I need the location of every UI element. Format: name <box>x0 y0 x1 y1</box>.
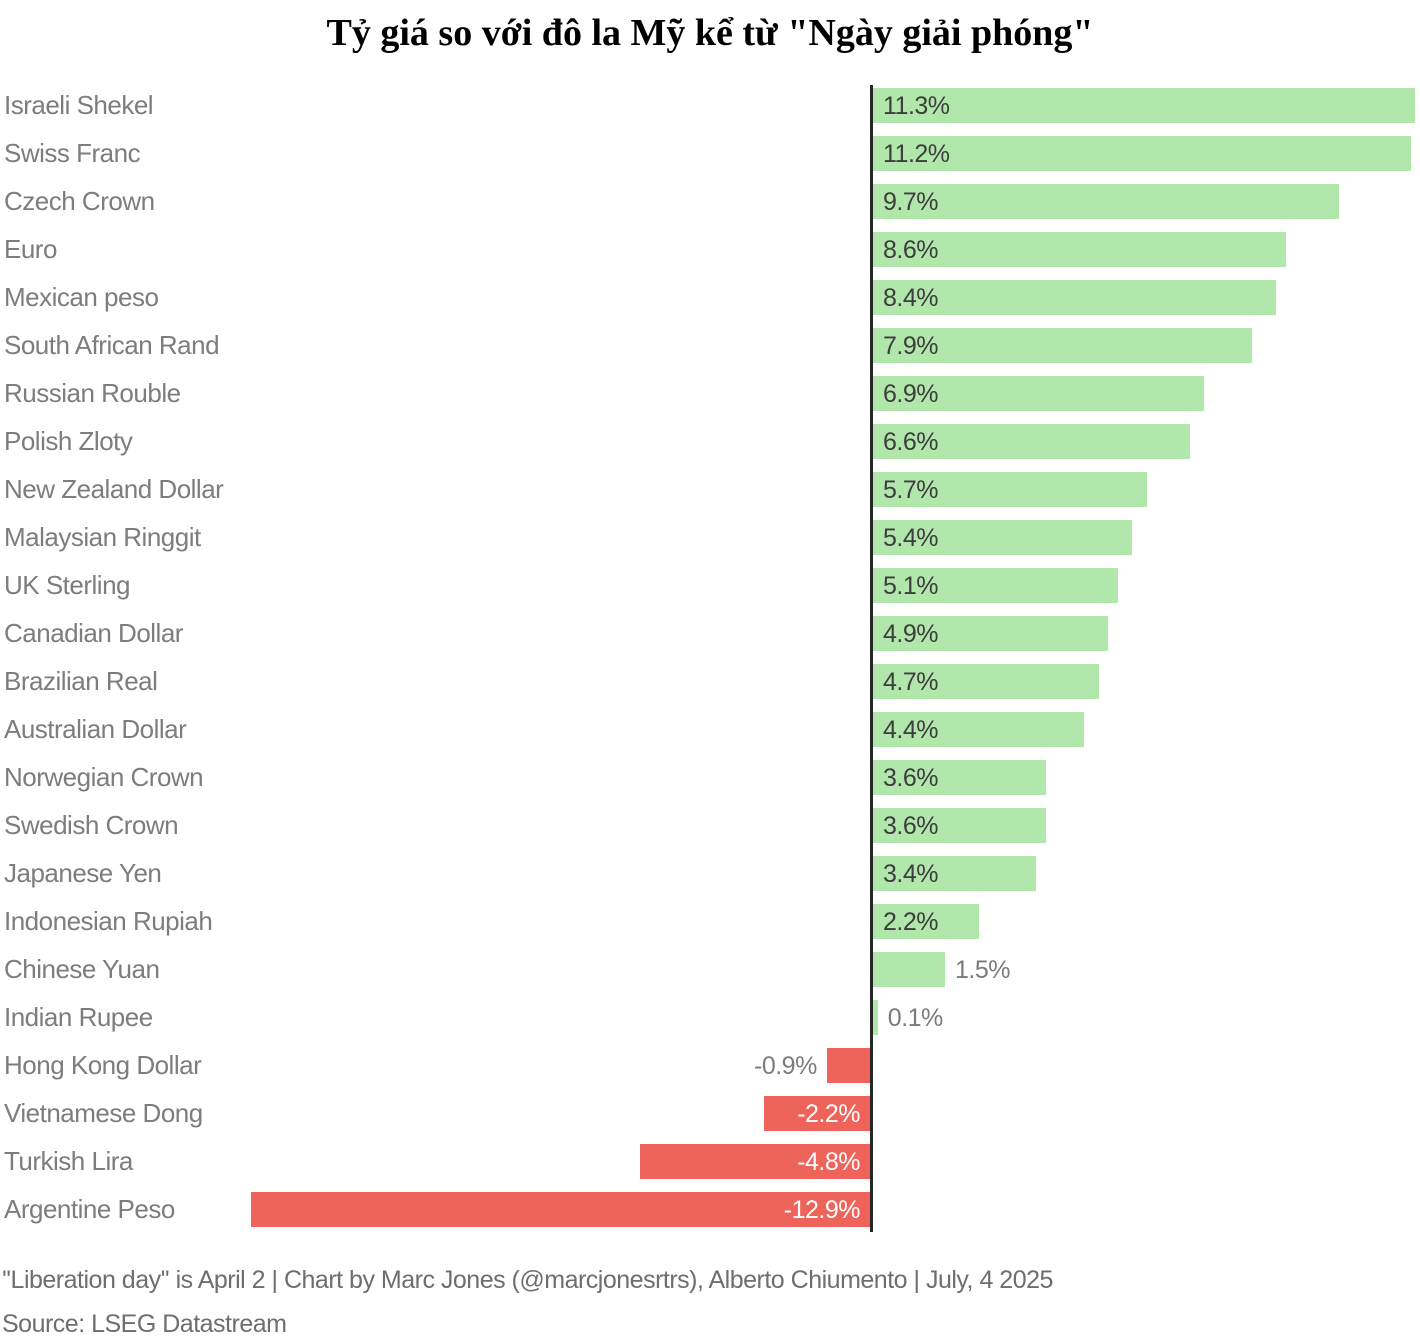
value-label-chinese-yuan: 1.5% <box>955 956 1010 984</box>
value-label-brazilian-real: 4.7% <box>883 668 938 696</box>
value-label-japanese-yen: 3.4% <box>883 860 938 888</box>
bar-uk-sterling <box>873 568 1118 603</box>
bar-canadian-dollar <box>873 616 1109 651</box>
bar-israeli-shekel <box>873 88 1416 123</box>
category-label-australian-dollar: Australian Dollar <box>4 714 187 744</box>
value-label-polish-zloty: 6.6% <box>883 428 938 456</box>
value-label-euro: 8.6% <box>883 236 938 264</box>
value-label-hong-kong-dollar: -0.9% <box>754 1052 817 1080</box>
footer-source: Source: LSEG Datastream <box>2 1310 287 1338</box>
category-label-russian-rouble: Russian Rouble <box>4 378 181 408</box>
value-label-indonesian-rupiah: 2.2% <box>883 908 938 936</box>
bar-vietnamese-dong <box>764 1096 870 1131</box>
footer-note: ''Liberation day'' is April 2 | Chart by… <box>2 1266 1053 1294</box>
value-label-argentine-peso: -12.9% <box>783 1196 861 1224</box>
category-label-brazilian-real: Brazilian Real <box>4 666 158 696</box>
category-label-malaysian-ringgit: Malaysian Ringgit <box>4 522 201 552</box>
bar-euro <box>873 232 1286 267</box>
bar-south-african-rand <box>873 328 1253 363</box>
category-label-hong-kong-dollar: Hong Kong Dollar <box>4 1050 202 1080</box>
bar-chart: Israeli Shekel 11.3% Swiss Franc 11.2% Czech… <box>4 85 1416 1232</box>
category-label-chinese-yuan: Chinese Yuan <box>4 954 160 984</box>
category-label-japanese-yen: Japanese Yen <box>4 858 162 888</box>
bar-norwegian-crown <box>873 760 1046 795</box>
bar-czech-crown <box>873 184 1339 219</box>
bar-australian-dollar <box>873 712 1085 747</box>
bar-indonesian-rupiah <box>873 904 979 939</box>
category-label-norwegian-crown: Norwegian Crown <box>4 762 204 792</box>
value-label-canadian-dollar: 4.9% <box>883 620 938 648</box>
category-label-euro: Euro <box>4 234 57 264</box>
category-label-uk-sterling: UK Sterling <box>4 570 131 600</box>
bar-chinese-yuan <box>873 952 945 987</box>
bar-swiss-franc <box>873 136 1411 171</box>
value-label-swiss-franc: 11.2% <box>883 140 950 168</box>
category-label-swiss-franc: Swiss Franc <box>4 138 141 168</box>
value-label-malaysian-ringgit: 5.4% <box>883 524 938 552</box>
bar-argentine-peso <box>250 1192 870 1227</box>
bar-brazilian-real <box>873 664 1099 699</box>
value-label-uk-sterling: 5.1% <box>883 572 938 600</box>
value-label-south-african-rand: 7.9% <box>883 332 938 360</box>
bar-japanese-yen <box>873 856 1037 891</box>
chart-title: Tỷ giá so với đô la Mỹ kể từ "Ngày giải … <box>326 12 1094 54</box>
bar-polish-zloty <box>873 424 1190 459</box>
category-label-mexican-peso: Mexican peso <box>4 282 159 312</box>
value-label-swedish-crown: 3.6% <box>883 812 938 840</box>
value-label-australian-dollar: 4.4% <box>883 716 938 744</box>
category-label-indonesian-rupiah: Indonesian Rupiah <box>4 906 213 936</box>
bar-hong-kong-dollar <box>826 1048 870 1083</box>
bar-russian-rouble <box>873 376 1205 411</box>
value-label-israeli-shekel: 11.3% <box>883 92 950 120</box>
value-label-indian-rupee: 0.1% <box>887 1004 943 1032</box>
category-label-polish-zloty: Polish Zloty <box>4 426 133 456</box>
category-label-turkish-lira: Turkish Lira <box>4 1146 133 1176</box>
category-label-czech-crown: Czech Crown <box>4 186 155 216</box>
value-label-norwegian-crown: 3.6% <box>883 764 938 792</box>
value-label-mexican-peso: 8.4% <box>883 284 938 312</box>
category-label-indian-rupee: Indian Rupee <box>4 1002 153 1032</box>
value-label-czech-crown: 9.7% <box>883 188 938 216</box>
value-label-russian-rouble: 6.9% <box>883 380 938 408</box>
bar-malaysian-ringgit <box>873 520 1133 555</box>
bar-indian-rupee <box>873 1000 878 1035</box>
category-label-israeli-shekel: Israeli Shekel <box>4 90 154 120</box>
bar-new-zealand-dollar <box>873 472 1147 507</box>
category-label-swedish-crown: Swedish Crown <box>4 810 179 840</box>
bar-mexican-peso <box>873 280 1277 315</box>
bar-swedish-crown <box>873 808 1046 843</box>
category-label-new-zealand-dollar: New Zealand Dollar <box>4 474 224 504</box>
value-label-turkish-lira: -4.8% <box>797 1148 860 1176</box>
value-label-new-zealand-dollar: 5.7% <box>883 476 938 504</box>
value-label-vietnamese-dong: -2.2% <box>797 1100 860 1128</box>
zero-baseline-axis <box>870 85 873 1232</box>
bar-turkish-lira <box>639 1144 870 1179</box>
category-label-south-african-rand: South African Rand <box>4 330 220 360</box>
category-label-canadian-dollar: Canadian Dollar <box>4 618 183 648</box>
category-label-argentine-peso: Argentine Peso <box>4 1194 175 1224</box>
category-label-vietnamese-dong: Vietnamese Dong <box>4 1098 203 1128</box>
